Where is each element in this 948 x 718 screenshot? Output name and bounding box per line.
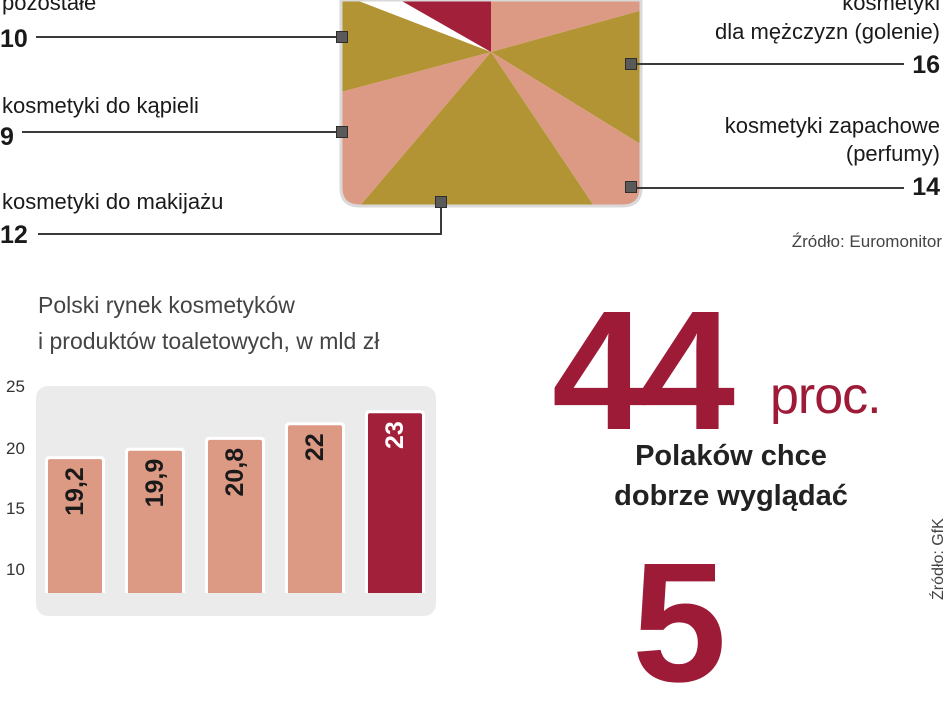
y-tick-25: 25 [6,377,25,396]
pie-label-golenie-line2: dla mężczyzn (golenie) [715,19,940,44]
bar-3 [288,425,342,593]
pie-slice-gold-left [341,0,491,95]
pie-marker-golenie [625,58,637,70]
bar-2 [208,439,262,593]
bar-value-label-0: 19,2 [61,467,89,516]
pie-label-makijaz: kosmetyki do makijażu [2,189,224,214]
pie-value-makijaz: 12 [0,221,28,249]
pie-label-perfumy-line1: kosmetyki zapachowe [724,113,940,138]
pie-marker-kapiel [336,126,348,138]
pie-slice-salmon-right [491,52,641,206]
bar-value-label-1: 19,9 [141,459,169,508]
bar-chart-svg: 19,2 19,9 20,8 22 23 [45,410,425,593]
pie-marker-makijaz [435,196,447,208]
stat-text-line1: Polaków chce [635,440,827,472]
pie-value-golenie: 16 [912,51,940,79]
stat-number: 44 [552,276,735,466]
pie-slice-salmon-left [341,52,491,206]
pie-label-golenie-line1: kosmetyki [842,0,940,15]
bar-title-line2: i produktów toaletowych, w mld zł [38,328,380,354]
bar-value-label-4: 23 [381,421,409,449]
stat-unit: proc. [770,367,882,425]
stat-next-number: 5 [632,528,727,718]
pie-marker-pozostale [336,31,348,43]
pie-value-perfumy: 14 [912,173,940,201]
pie-slice-crimson [341,0,491,52]
pie-value-pozostale: 10 [0,25,28,53]
stat-text-line2: dobrze wyglądać [614,480,848,512]
bar-title-line1: Polski rynek kosmetyków [38,292,295,318]
pie-slice-gold-right [491,8,641,150]
bar-value-label-2: 20,8 [221,448,249,497]
bar-4 [368,413,422,593]
bar-0 [48,459,102,593]
stat-source: Źródło: GfK [930,518,947,600]
bar-1 [128,450,182,593]
pie-slice-gold-bottom [352,52,600,206]
pie-label-kapiel: kosmetyki do kąpieli [2,93,199,118]
y-tick-20: 20 [6,439,25,458]
pie-marker-perfumy [625,181,637,193]
pie-slice-salmon-top [491,0,641,52]
y-tick-10: 10 [6,560,25,579]
pie-source: Źródło: Euromonitor [791,232,942,251]
y-tick-15: 15 [6,499,25,518]
pie-value-kapiel: 9 [0,123,14,151]
bar-value-label-3: 22 [301,433,329,461]
pie-square [339,0,643,208]
pie-label-perfumy-line2: (perfumy) [845,141,940,166]
pie-label-pozostale: pozostałe [2,0,97,15]
